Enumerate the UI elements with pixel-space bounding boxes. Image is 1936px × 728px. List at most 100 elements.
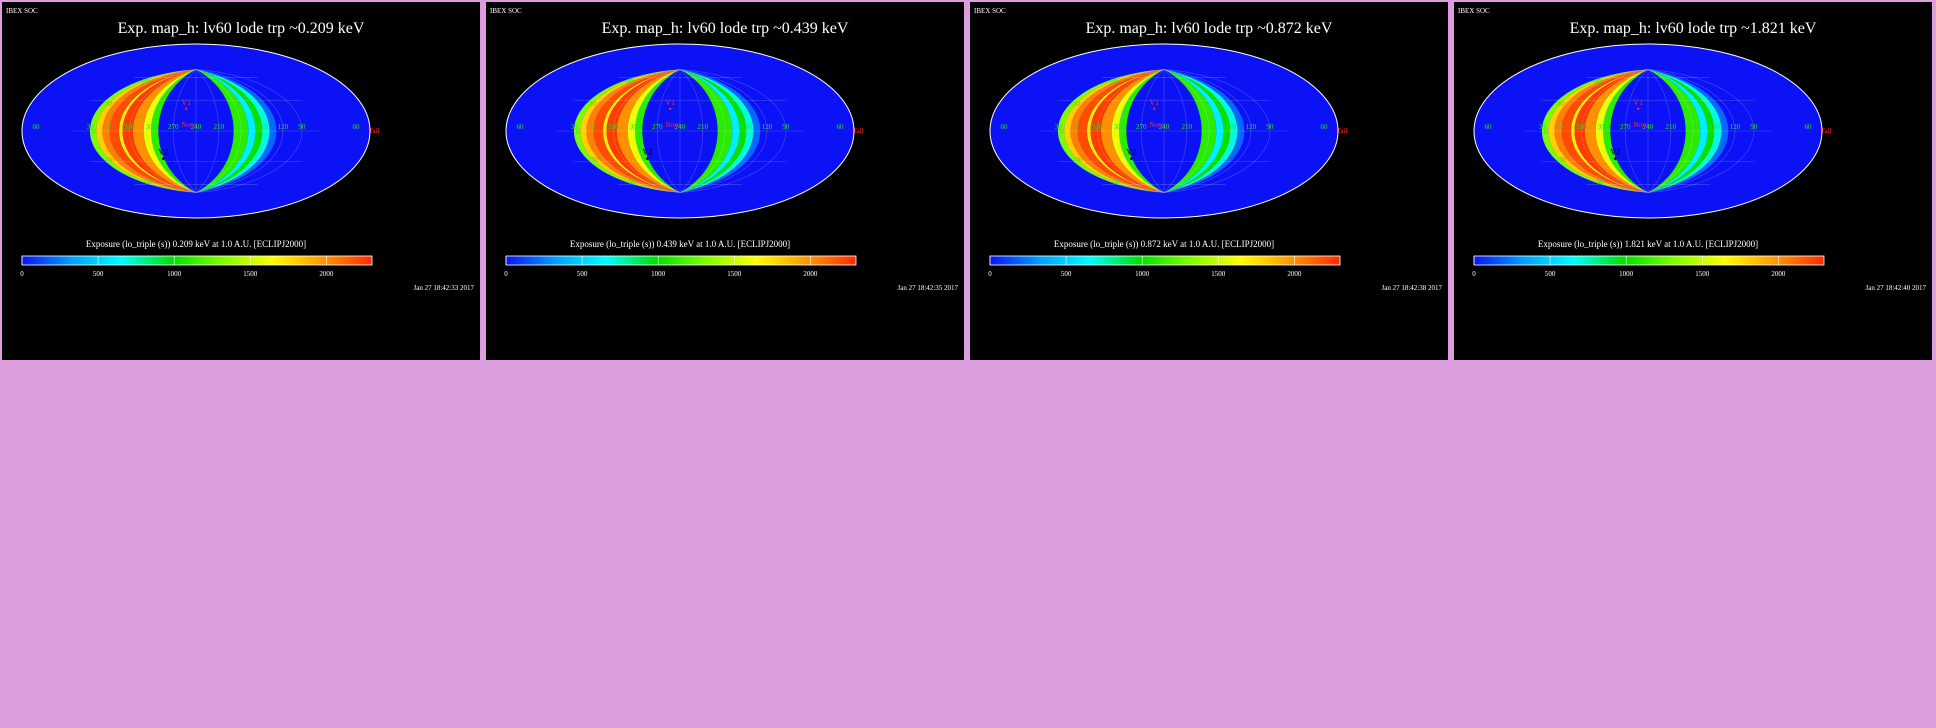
v2-marker xyxy=(646,157,649,160)
meridian-line xyxy=(195,69,303,193)
latitude-label: -60 xyxy=(626,178,636,186)
longitude-label: 180 xyxy=(1688,123,1699,131)
colorbar xyxy=(21,255,373,266)
longitude-label: 30 xyxy=(1539,123,1547,131)
latitude-label: -60 xyxy=(1110,178,1120,186)
longitude-label: 150 xyxy=(257,123,268,131)
meridian-line xyxy=(679,69,787,193)
longitude-label: 270 xyxy=(168,123,179,131)
map-background xyxy=(22,44,370,218)
meridian-line xyxy=(573,69,681,193)
exposure-band xyxy=(196,69,256,193)
exposure-band xyxy=(122,69,196,193)
exposure-band xyxy=(680,69,754,193)
colorbar-tick-label: 0 xyxy=(988,270,992,278)
colorbar-label: Exposure (lo_triple (s)) 0.439 keV at 1.… xyxy=(570,239,790,249)
colorbar-label: Exposure (lo_triple (s)) 0.872 keV at 1.… xyxy=(1054,239,1274,249)
longitude-label: 120 xyxy=(278,123,289,131)
exposure-band xyxy=(143,69,196,193)
meridian-line xyxy=(679,69,703,193)
colorbar-tick-label: 0 xyxy=(20,270,24,278)
meridian-line xyxy=(679,69,747,193)
nose-label: Nose xyxy=(1149,121,1163,129)
meridian-line xyxy=(1602,69,1649,193)
exposure-band xyxy=(1164,69,1224,193)
colorbar-tick-label: 1000 xyxy=(1619,270,1634,278)
longitude-label: 120 xyxy=(1730,123,1741,131)
meridian-line xyxy=(195,69,242,193)
exposure-band xyxy=(627,69,680,193)
exposure-band xyxy=(680,69,733,193)
meridian-line xyxy=(634,69,681,193)
exposure-band xyxy=(1574,69,1648,193)
meridian-line xyxy=(1647,69,1736,193)
meridian-line xyxy=(1118,69,1165,193)
longitude-label: 300 xyxy=(1114,123,1125,131)
map-background xyxy=(1474,44,1822,218)
exposure-band xyxy=(1603,69,1648,193)
colorbar-tick-label: 1000 xyxy=(1135,270,1150,278)
timestamp: Jan 27 18:42:38 2017 xyxy=(1382,284,1443,292)
colorbar-tick-label: 1000 xyxy=(167,270,182,278)
meridian-line xyxy=(129,69,197,193)
longitude-label: 240 xyxy=(675,123,686,131)
latitude-label: 60 xyxy=(626,78,634,86)
v2-label: V2 xyxy=(1610,148,1620,157)
v1-marker xyxy=(1637,107,1640,110)
longitude-label: 60 xyxy=(1485,123,1493,131)
timestamp: Jan 27 18:42:33 2017 xyxy=(414,284,475,292)
v1-label: V1 xyxy=(665,98,675,107)
colorbar-tick-label: 1500 xyxy=(1211,270,1226,278)
exposure-band xyxy=(1648,69,1708,193)
colorbar-tick-label: 500 xyxy=(1061,270,1072,278)
tail-label: Tail xyxy=(1821,127,1832,135)
colorbar-tick-label: 2000 xyxy=(1771,270,1786,278)
longitude-label: 210 xyxy=(213,123,224,131)
exposure-band xyxy=(1595,69,1648,193)
map-title: Exp. map_h: lv60 lode trp ~0.209 keV xyxy=(118,20,365,37)
longitude-label: 300 xyxy=(146,123,157,131)
map-background xyxy=(506,44,854,218)
longitude-label: 300 xyxy=(1598,123,1609,131)
latitude-label: 0 xyxy=(92,128,96,136)
longitude-label: 90 xyxy=(1750,123,1758,131)
exposure-band xyxy=(1119,69,1164,193)
exposure-band xyxy=(593,69,680,193)
longitude-label: 30 xyxy=(1055,123,1063,131)
longitude-label: 60 xyxy=(1001,123,1009,131)
map-title: Exp. map_h: lv60 lode trp ~0.439 keV xyxy=(602,20,849,37)
colorbar xyxy=(1473,255,1825,266)
source-label: IBEX SOC xyxy=(6,7,38,15)
colorbar-label: Exposure (lo_triple (s)) 1.821 keV at 1.… xyxy=(1538,239,1758,249)
colorbar-tick-label: 0 xyxy=(1472,270,1476,278)
exposure-band xyxy=(196,69,270,193)
map-outline xyxy=(505,43,855,219)
map-title: Exp. map_h: lv60 lode trp ~0.872 keV xyxy=(1086,20,1333,37)
map-area xyxy=(990,44,1338,218)
exposure-band xyxy=(1584,69,1648,193)
meridian-line xyxy=(1647,69,1715,193)
longitude-label: 30 xyxy=(87,123,95,131)
longitude-label: 180 xyxy=(1204,123,1215,131)
colorbar-tick-label: 1500 xyxy=(1695,270,1710,278)
latitude-label: 0 xyxy=(1060,128,1064,136)
meridian-line xyxy=(1163,69,1231,193)
map-chart-4: IBEX SOC Exp. map_h: lv60 lode trp ~1.821… xyxy=(1458,7,1926,292)
latitude-label: 0 xyxy=(576,128,580,136)
longitude-label: 330 xyxy=(608,123,619,131)
exposure-band xyxy=(196,69,249,193)
longitude-label: 240 xyxy=(1643,123,1654,131)
latitude-label: -30 xyxy=(1557,156,1567,164)
source-label: IBEX SOC xyxy=(490,7,522,15)
map-chart-1: IBEX SOC Exp. map_h: lv60 lode trp ~0.209… xyxy=(6,7,475,292)
meridian-line xyxy=(1647,69,1671,193)
v2-label: V2 xyxy=(158,148,168,157)
graticule xyxy=(1525,69,1771,193)
v1-label: V1 xyxy=(1633,98,1643,107)
nose-label: Nose xyxy=(1633,121,1647,129)
longitude-label: 0 xyxy=(1559,123,1563,131)
meridian-line xyxy=(1541,69,1649,193)
longitude-label: 240 xyxy=(1159,123,1170,131)
latitude-label: 30 xyxy=(1073,100,1081,108)
latitude-label: 0 xyxy=(1544,128,1548,136)
